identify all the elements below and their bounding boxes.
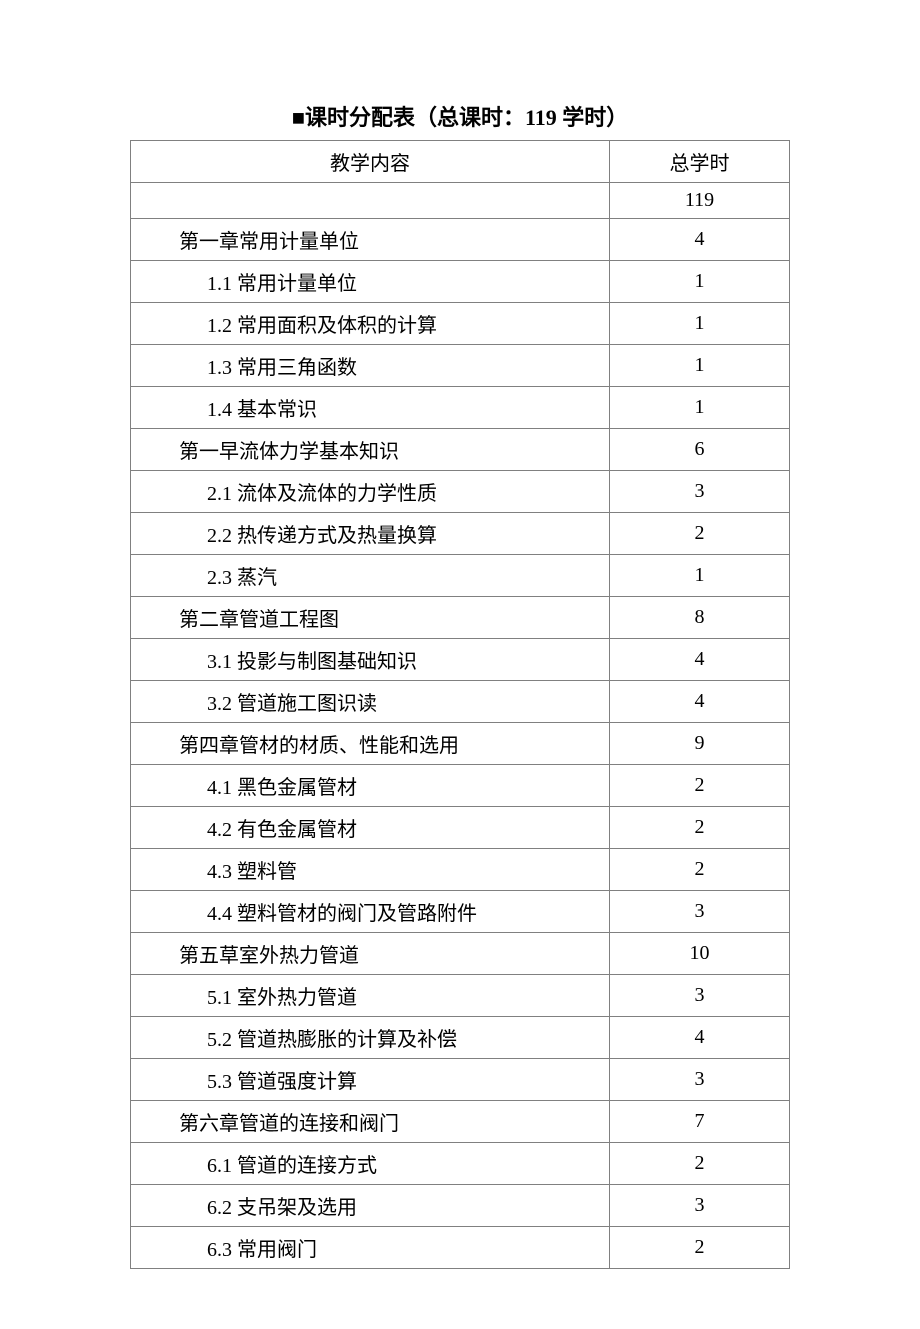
table-row: 5.1 室外热力管道3	[131, 975, 790, 1017]
cell-content: 1.2 常用面积及体积的计算	[131, 303, 610, 345]
cell-content: 1.4 基本常识	[131, 387, 610, 429]
cell-content: 4.3 塑料管	[131, 849, 610, 891]
cell-hours: 4	[610, 681, 790, 723]
table-row: 第二章管道工程图8	[131, 597, 790, 639]
cell-content: 2.1 流体及流体的力学性质	[131, 471, 610, 513]
table-row: 6.1 管道的连接方式2	[131, 1143, 790, 1185]
cell-content: 6.1 管道的连接方式	[131, 1143, 610, 1185]
cell-hours: 1	[610, 261, 790, 303]
table-row: 2.3 蒸汽1	[131, 555, 790, 597]
table-row: 4.3 塑料管2	[131, 849, 790, 891]
cell-content: 第一章常用计量单位	[131, 219, 610, 261]
cell-content: 5.3 管道强度计算	[131, 1059, 610, 1101]
cell-content: 第六章管道的连接和阀门	[131, 1101, 610, 1143]
table-row: 2.2 热传递方式及热量换算2	[131, 513, 790, 555]
cell-hours: 7	[610, 1101, 790, 1143]
table-row: 第五草室外热力管道10	[131, 933, 790, 975]
table-row: 4.4 塑料管材的阀门及管路附件3	[131, 891, 790, 933]
table-row: 2.1 流体及流体的力学性质3	[131, 471, 790, 513]
cell-hours: 8	[610, 597, 790, 639]
cell-hours: 3	[610, 891, 790, 933]
table-row: 4.2 有色金属管材2	[131, 807, 790, 849]
table-header-row: 教学内容 总学时	[131, 141, 790, 183]
cell-content: 2.2 热传递方式及热量换算	[131, 513, 610, 555]
cell-hours: 1	[610, 303, 790, 345]
cell-content: 3.2 管道施工图识读	[131, 681, 610, 723]
cell-content: 1.3 常用三角函数	[131, 345, 610, 387]
table-row: 第一章常用计量单位4	[131, 219, 790, 261]
cell-content: 4.1 黑色金属管材	[131, 765, 610, 807]
table-row: 第一早流体力学基本知识6	[131, 429, 790, 471]
table-row: 5.2 管道热膨胀的计算及补偿4	[131, 1017, 790, 1059]
cell-hours: 3	[610, 1185, 790, 1227]
cell-hours: 3	[610, 471, 790, 513]
table-row: 6.3 常用阀门2	[131, 1227, 790, 1269]
cell-hours: 2	[610, 1227, 790, 1269]
cell-hours: 1	[610, 387, 790, 429]
table-row: 1.1 常用计量单位1	[131, 261, 790, 303]
page-title: ■课时分配表（总课时：119 学时）	[130, 100, 790, 132]
table-row: 1.3 常用三角函数1	[131, 345, 790, 387]
table-row: 3.2 管道施工图识读4	[131, 681, 790, 723]
cell-content: 2.3 蒸汽	[131, 555, 610, 597]
table-row: 1.4 基本常识1	[131, 387, 790, 429]
table-row: 第四章管材的材质、性能和选用9	[131, 723, 790, 765]
cell-hours: 3	[610, 1059, 790, 1101]
cell-hours: 2	[610, 807, 790, 849]
cell-content: 4.2 有色金属管材	[131, 807, 610, 849]
cell-hours: 4	[610, 1017, 790, 1059]
cell-hours: 2	[610, 765, 790, 807]
table-row: 1.2 常用面积及体积的计算1	[131, 303, 790, 345]
cell-hours: 3	[610, 975, 790, 1017]
cell-content: 5.1 室外热力管道	[131, 975, 610, 1017]
cell-content: 第五草室外热力管道	[131, 933, 610, 975]
cell-content: 5.2 管道热膨胀的计算及补偿	[131, 1017, 610, 1059]
hours-allocation-table: 教学内容 总学时 119第一章常用计量单位41.1 常用计量单位11.2 常用面…	[130, 140, 790, 1269]
cell-content: 第四章管材的材质、性能和选用	[131, 723, 610, 765]
cell-content: 6.2 支吊架及选用	[131, 1185, 610, 1227]
cell-hours: 1	[610, 345, 790, 387]
table-row: 4.1 黑色金属管材2	[131, 765, 790, 807]
header-content: 教学内容	[131, 141, 610, 183]
table-row: 119	[131, 183, 790, 219]
header-hours: 总学时	[610, 141, 790, 183]
cell-hours: 2	[610, 849, 790, 891]
cell-content: 3.1 投影与制图基础知识	[131, 639, 610, 681]
cell-hours: 6	[610, 429, 790, 471]
cell-hours: 4	[610, 639, 790, 681]
cell-hours: 10	[610, 933, 790, 975]
table-row: 6.2 支吊架及选用3	[131, 1185, 790, 1227]
cell-content	[131, 183, 610, 219]
table-row: 第六章管道的连接和阀门7	[131, 1101, 790, 1143]
cell-hours: 1	[610, 555, 790, 597]
cell-content: 第二章管道工程图	[131, 597, 610, 639]
cell-hours: 4	[610, 219, 790, 261]
cell-hours: 2	[610, 1143, 790, 1185]
cell-hours: 2	[610, 513, 790, 555]
table-row: 5.3 管道强度计算3	[131, 1059, 790, 1101]
cell-hours: 9	[610, 723, 790, 765]
cell-hours: 119	[610, 183, 790, 219]
table-row: 3.1 投影与制图基础知识4	[131, 639, 790, 681]
cell-content: 4.4 塑料管材的阀门及管路附件	[131, 891, 610, 933]
cell-content: 6.3 常用阀门	[131, 1227, 610, 1269]
cell-content: 1.1 常用计量单位	[131, 261, 610, 303]
cell-content: 第一早流体力学基本知识	[131, 429, 610, 471]
